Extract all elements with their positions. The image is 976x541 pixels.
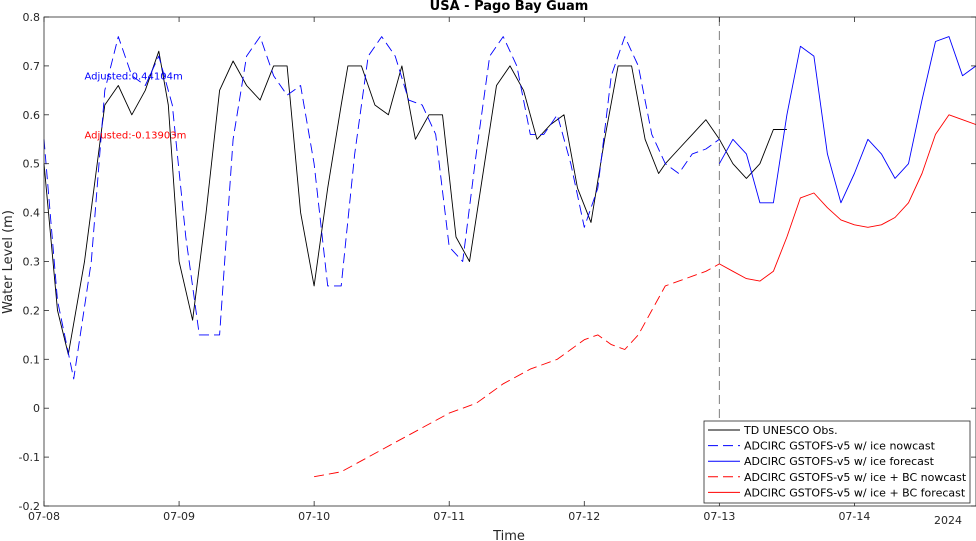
- x-tick-label: 07-08: [28, 510, 60, 523]
- x-tick-label: 07-11: [433, 510, 465, 523]
- year-label: 2024: [934, 514, 962, 527]
- series-line-1: [43, 36, 720, 380]
- adjusted-annotation-0: Adjusted:0.44104m: [85, 72, 183, 83]
- plot-area: [43, 17, 976, 506]
- legend-label-3: ADCIRC GSTOFS-v5 w/ ice + BC nowcast: [744, 471, 967, 484]
- series-line-2: [719, 36, 976, 204]
- y-axis-label: Water Level (m): [1, 210, 16, 314]
- x-tick-label: 07-12: [568, 510, 600, 523]
- y-tick-label: 0: [33, 402, 40, 415]
- y-tick-label: 0.4: [23, 207, 41, 220]
- y-tick-label: 0.8: [23, 11, 41, 24]
- y-tick-label: -0.2: [19, 500, 40, 513]
- annotations: Adjusted:0.44104m Adjusted:-0.13903m: [85, 72, 187, 142]
- y-tick-label: 0.1: [23, 353, 41, 366]
- y-tick-label: 0.3: [23, 256, 41, 269]
- legend-label-1: ADCIRC GSTOFS-v5 w/ ice nowcast: [744, 440, 936, 453]
- legend-label-2: ADCIRC GSTOFS-v5 w/ ice forecast: [744, 455, 935, 468]
- legend: TD UNESCO Obs. ADCIRC GSTOFS-v5 w/ ice no…: [703, 420, 971, 504]
- x-tick-label: 07-14: [838, 510, 870, 523]
- x-tick-label: 07-13: [703, 510, 735, 523]
- y-tick-label: 0.6: [23, 109, 41, 122]
- legend-label-0: TD UNESCO Obs.: [743, 424, 838, 437]
- legend-box: [703, 420, 971, 504]
- adjusted-annotation-1: Adjusted:-0.13903m: [85, 130, 187, 141]
- chart-title: USA - Pago Bay Guam: [430, 0, 589, 14]
- legend-label-4: ADCIRC GSTOFS-v5 w/ ice + BC forecast: [744, 486, 966, 499]
- y-tick-label: 0.2: [23, 304, 41, 317]
- y-tick-label: 0.7: [23, 60, 41, 73]
- x-axis-label: Time: [492, 529, 525, 541]
- series-line-0: [43, 50, 787, 355]
- axes: -0.2 -0.1 0 0.1 0.2 0.3 0.4 0.5 0.6 0.7 0.8 07-08 07…: [19, 11, 976, 523]
- y-tick-label: -0.1: [19, 451, 40, 464]
- y-tick-label: 0.5: [23, 158, 41, 171]
- series-line-4: [719, 114, 976, 282]
- x-tick-label: 07-10: [298, 510, 330, 523]
- x-tick-label: 07-09: [163, 510, 195, 523]
